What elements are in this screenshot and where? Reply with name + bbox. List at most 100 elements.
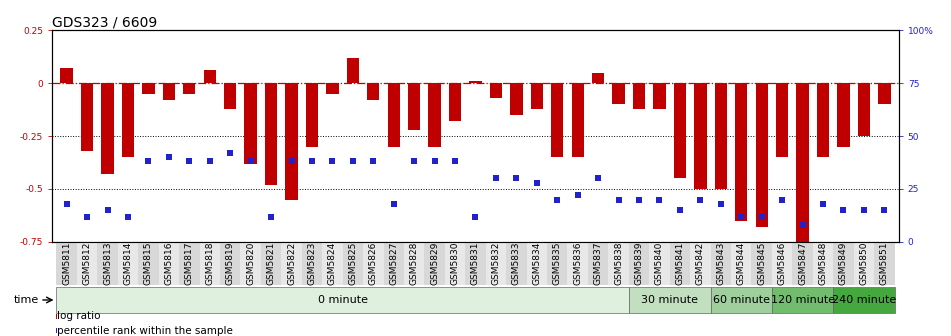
Bar — [244, 83, 257, 164]
FancyBboxPatch shape — [731, 242, 751, 286]
Text: GSM5815: GSM5815 — [144, 242, 153, 286]
Point — [448, 159, 463, 164]
Bar — [735, 83, 747, 221]
Text: GSM5836: GSM5836 — [573, 242, 582, 286]
Text: GSM5822: GSM5822 — [287, 242, 296, 285]
Text: GSM5821: GSM5821 — [266, 242, 276, 285]
FancyBboxPatch shape — [486, 242, 506, 286]
Point — [488, 176, 503, 181]
Point — [121, 214, 136, 219]
Text: GDS323 / 6609: GDS323 / 6609 — [52, 15, 158, 29]
Text: GSM5811: GSM5811 — [62, 242, 71, 286]
Bar — [143, 83, 154, 94]
FancyBboxPatch shape — [445, 242, 465, 286]
Bar — [326, 83, 339, 94]
Text: GSM5817: GSM5817 — [184, 242, 194, 286]
FancyBboxPatch shape — [281, 242, 301, 286]
Point — [284, 159, 300, 164]
FancyBboxPatch shape — [609, 242, 629, 286]
Point — [672, 207, 688, 213]
Text: log ratio: log ratio — [57, 311, 101, 321]
Point — [795, 222, 810, 228]
Text: GSM5849: GSM5849 — [839, 242, 848, 285]
Text: GSM5827: GSM5827 — [389, 242, 398, 285]
Text: GSM5841: GSM5841 — [675, 242, 685, 285]
FancyBboxPatch shape — [588, 242, 609, 286]
FancyBboxPatch shape — [568, 242, 588, 286]
Text: GSM5840: GSM5840 — [655, 242, 664, 285]
FancyBboxPatch shape — [690, 242, 710, 286]
Text: 30 minute: 30 minute — [641, 295, 698, 305]
Bar — [674, 83, 686, 178]
Text: GSM5833: GSM5833 — [512, 242, 521, 286]
FancyBboxPatch shape — [97, 242, 118, 286]
FancyBboxPatch shape — [200, 242, 220, 286]
FancyBboxPatch shape — [629, 242, 650, 286]
Text: GSM5835: GSM5835 — [553, 242, 562, 286]
Text: GSM5819: GSM5819 — [225, 242, 235, 286]
Text: GSM5825: GSM5825 — [348, 242, 358, 285]
FancyBboxPatch shape — [833, 287, 895, 313]
FancyBboxPatch shape — [301, 242, 322, 286]
Bar — [408, 83, 420, 130]
Bar — [204, 71, 216, 83]
Point — [611, 197, 626, 202]
Bar — [694, 83, 707, 189]
Point — [100, 207, 115, 213]
FancyBboxPatch shape — [792, 242, 813, 286]
Point — [754, 214, 769, 219]
FancyBboxPatch shape — [241, 242, 261, 286]
Bar — [756, 83, 767, 227]
FancyBboxPatch shape — [77, 242, 97, 286]
Bar — [653, 83, 666, 109]
Point — [366, 159, 381, 164]
Bar — [285, 83, 298, 200]
FancyBboxPatch shape — [670, 242, 690, 286]
FancyBboxPatch shape — [710, 242, 731, 286]
Point — [529, 180, 544, 185]
Bar — [367, 83, 379, 100]
Bar — [879, 83, 890, 104]
FancyBboxPatch shape — [833, 242, 854, 286]
Point — [407, 159, 422, 164]
FancyBboxPatch shape — [342, 242, 363, 286]
FancyBboxPatch shape — [424, 242, 445, 286]
Text: GSM5826: GSM5826 — [369, 242, 378, 285]
Text: GSM5837: GSM5837 — [593, 242, 603, 286]
Point — [325, 159, 340, 164]
Text: GSM5845: GSM5845 — [757, 242, 767, 285]
FancyBboxPatch shape — [650, 242, 670, 286]
Point — [877, 207, 892, 213]
Bar — [633, 83, 645, 109]
Point — [550, 197, 565, 202]
FancyBboxPatch shape — [138, 242, 159, 286]
Point — [182, 159, 197, 164]
FancyBboxPatch shape — [118, 242, 138, 286]
Text: GSM5838: GSM5838 — [614, 242, 623, 286]
FancyBboxPatch shape — [363, 242, 383, 286]
Point — [713, 201, 728, 207]
Text: GSM5812: GSM5812 — [83, 242, 91, 285]
Bar — [470, 81, 481, 83]
Point — [427, 159, 442, 164]
Text: GSM5834: GSM5834 — [533, 242, 541, 285]
FancyBboxPatch shape — [220, 242, 241, 286]
Text: GSM5813: GSM5813 — [103, 242, 112, 286]
FancyBboxPatch shape — [854, 242, 874, 286]
Point — [162, 155, 177, 160]
Point — [692, 197, 708, 202]
Bar — [184, 83, 195, 94]
FancyBboxPatch shape — [465, 242, 486, 286]
Bar — [592, 73, 604, 83]
Text: percentile rank within the sample: percentile rank within the sample — [57, 326, 233, 336]
Point — [468, 214, 483, 219]
Point — [733, 214, 748, 219]
Bar — [265, 83, 277, 185]
FancyBboxPatch shape — [179, 242, 200, 286]
FancyBboxPatch shape — [710, 287, 772, 313]
Text: GSM5823: GSM5823 — [307, 242, 317, 285]
Bar — [797, 83, 808, 242]
Text: GSM5829: GSM5829 — [430, 242, 439, 285]
Text: GSM5831: GSM5831 — [471, 242, 480, 286]
Point — [856, 207, 871, 213]
